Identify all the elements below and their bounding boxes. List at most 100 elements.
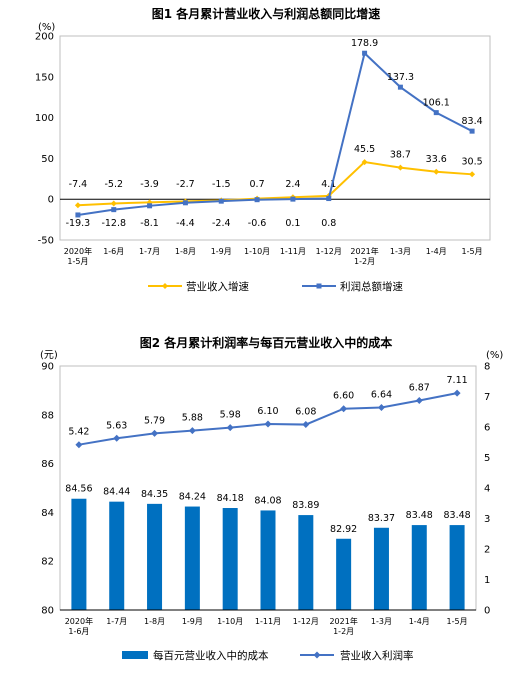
chart2-bar-label: 84.56 (65, 484, 92, 495)
chart2-point-label: 5.63 (106, 420, 127, 431)
chart2-x-tick: 2021年 1-2月 (329, 616, 357, 636)
chart2-point (226, 424, 234, 432)
chart1-legend-label: 营业收入增速 (186, 280, 249, 293)
chart2-point (264, 420, 272, 428)
chart1-point (397, 164, 404, 171)
chart2-y-tick: 88 (41, 410, 54, 421)
chart2-x-tick: 2020年 1-6月 (65, 616, 93, 636)
chart2-bar (260, 510, 276, 610)
chart2-legend-marker (313, 651, 321, 659)
chart2-y-tick: 82 (41, 557, 54, 568)
chart1-data-label: -5.2 (104, 179, 123, 190)
chart2-point-label: 6.87 (409, 382, 430, 393)
chart1-point (218, 198, 224, 204)
chart1-data-label: 178.9 (351, 38, 378, 49)
chart1-x-tick: 2021年 1-2月 (350, 246, 378, 266)
chart1-data-label: -2.7 (176, 179, 195, 190)
chart2-bar-label: 84.18 (217, 493, 244, 504)
chart2-y-unit-right: (%) (486, 350, 503, 361)
chart2-point-label: 6.10 (257, 406, 278, 417)
chart2-bar-label: 84.24 (179, 492, 206, 503)
chart1-point (361, 159, 368, 166)
chart2-legend-label: 每百元营业收入中的成本 (153, 649, 269, 662)
chart1-x-tick: 1-10月 (244, 247, 270, 256)
chart2-point (453, 389, 461, 397)
chart1-data-label: 33.6 (426, 154, 447, 165)
chart2-y2-tick: 2 (484, 545, 490, 556)
chart1-data-label: -4.4 (176, 218, 195, 229)
chart2-y-unit-left: (元) (40, 350, 58, 361)
chart2-point (415, 396, 423, 404)
chart2: 图2 各月累计利润率与每百元营业收入中的成本 (元) (%) 84.56 84.4… (40, 335, 503, 662)
chart1-point (433, 168, 440, 175)
chart2-point-label: 5.79 (144, 415, 165, 426)
chart1-data-label: -8.1 (140, 218, 159, 229)
chart1-data-label: -2.4 (212, 218, 231, 229)
chart1-plot-frame (59, 35, 491, 241)
chart2-bar-label: 84.44 (103, 487, 130, 498)
chart2-x-tick: 1-7月 (106, 617, 127, 626)
chart1-data-label: -0.6 (248, 218, 267, 229)
chart2-bar-label: 82.92 (330, 524, 357, 535)
chart2-point (75, 441, 83, 449)
chart1-data-label: 137.3 (387, 72, 414, 83)
chart2-y2-tick: 5 (484, 453, 490, 464)
chart1-data-label: -7.4 (69, 179, 88, 190)
chart2-point-label: 5.42 (68, 427, 89, 438)
chart2-x-tick: 1-4月 (409, 617, 430, 626)
chart1-y-tick: 100 (35, 113, 54, 124)
chart1-data-label: -19.3 (66, 218, 91, 229)
chart2-series-line (78, 392, 458, 446)
chart1-x-tick: 1-6月 (103, 247, 124, 256)
chart1-data-label: -3.9 (140, 179, 159, 190)
chart2-point-label: 7.11 (447, 375, 468, 386)
chart1-y-tick: 0 (48, 195, 54, 206)
chart2-bar (71, 498, 87, 610)
chart1-data-label: 38.7 (390, 150, 411, 161)
chart2-point (151, 429, 159, 437)
chart1-point (397, 84, 403, 90)
chart2-y-tick: 84 (41, 508, 54, 519)
chart2-bar (109, 501, 125, 610)
chart1-point (254, 197, 260, 203)
chart1-point (469, 171, 476, 178)
chart2-bar (336, 538, 352, 610)
chart1-data-label: 2.4 (285, 179, 300, 190)
chart2-y2-tick: 0 (484, 606, 490, 617)
chart1-data-label: 0.1 (285, 218, 300, 229)
chart1-point (110, 200, 117, 207)
chart2-y2-tick: 3 (484, 514, 490, 525)
chart1-data-label: 0.8 (321, 218, 336, 229)
chart2-y2-tick: 8 (484, 362, 490, 373)
chart2-bar (449, 525, 465, 610)
chart1-y-tick: 50 (41, 154, 54, 165)
chart1-data-label: 0.7 (250, 179, 265, 190)
chart1-x-tick: 1-3月 (390, 247, 411, 256)
chart1-data-label: 30.5 (462, 156, 483, 167)
chart2-bar-label: 84.35 (141, 489, 168, 500)
chart2-bar-label: 84.08 (254, 495, 281, 506)
chart1-x-tick: 1-9月 (211, 247, 232, 256)
chart1-data-label: 106.1 (423, 98, 450, 109)
chart1-legend-marker (316, 283, 322, 289)
chart1-x-tick: 2020年 1-5月 (64, 246, 92, 266)
chart2-x-tick: 1-3月 (371, 617, 392, 626)
chart1-x-tick: 1-5月 (462, 247, 483, 256)
chart1-x-tick: 1-12月 (316, 247, 342, 256)
chart1-x-tick: 1-7月 (139, 247, 160, 256)
chart2-point (302, 421, 310, 429)
chart2-x-tick: 1-11月 (255, 617, 281, 626)
chart2-x-tick: 1-9月 (182, 617, 203, 626)
chart1-point (290, 196, 296, 202)
chart1-point (111, 207, 117, 213)
chart2-bar-label: 83.48 (443, 510, 470, 521)
chart1-data-label: -12.8 (101, 218, 126, 229)
chart2-y-tick: 90 (41, 362, 54, 373)
chart1-y-tick: 200 (35, 32, 54, 43)
chart2-legend-swatch (122, 651, 148, 659)
chart1-legend-marker (162, 283, 168, 289)
chart2-point (113, 434, 121, 442)
chart2-bar-label: 83.37 (368, 513, 395, 524)
chart2-bar (184, 506, 200, 610)
